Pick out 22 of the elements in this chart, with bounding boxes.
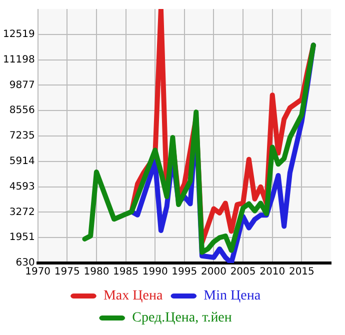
y-tick-label: 8556 xyxy=(9,105,35,116)
y-tick-label: 11198 xyxy=(3,54,35,66)
x-tick-label: 2010 xyxy=(260,266,286,278)
x-tick-label: 1985 xyxy=(113,266,138,278)
y-tick-label: 5914 xyxy=(9,156,35,167)
y-tick-label: 12519 xyxy=(3,28,35,40)
x-tick-label: 2005 xyxy=(230,266,256,278)
x-tick-label: 1995 xyxy=(172,266,198,278)
x-tick-label: 2015 xyxy=(288,266,314,278)
y-tick-label: 9877 xyxy=(9,80,35,91)
legend-label: Сред.Цена, т.йен xyxy=(132,310,232,326)
y-tick-label: 4593 xyxy=(9,181,35,192)
x-tick-label: 1990 xyxy=(142,266,168,278)
x-tick-label: 1970 xyxy=(25,266,51,278)
y-tick-label: 7235 xyxy=(9,130,35,142)
legend-label: Max Цена xyxy=(103,288,164,304)
x-tick-label: 2000 xyxy=(201,266,226,278)
x-tick-label: 1975 xyxy=(54,266,80,278)
y-tick-label: 1951 xyxy=(9,232,35,244)
x-tick-label: 1980 xyxy=(84,266,110,278)
y-tick-label: 3272 xyxy=(9,206,35,218)
legend-label: Min Цена xyxy=(204,288,262,304)
